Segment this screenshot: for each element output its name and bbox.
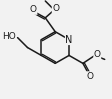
Text: O: O [86, 72, 93, 81]
Text: N: N [65, 35, 73, 45]
Text: HO: HO [2, 32, 16, 41]
Text: O: O [52, 4, 59, 13]
Text: O: O [94, 50, 101, 59]
Text: O: O [30, 5, 37, 14]
